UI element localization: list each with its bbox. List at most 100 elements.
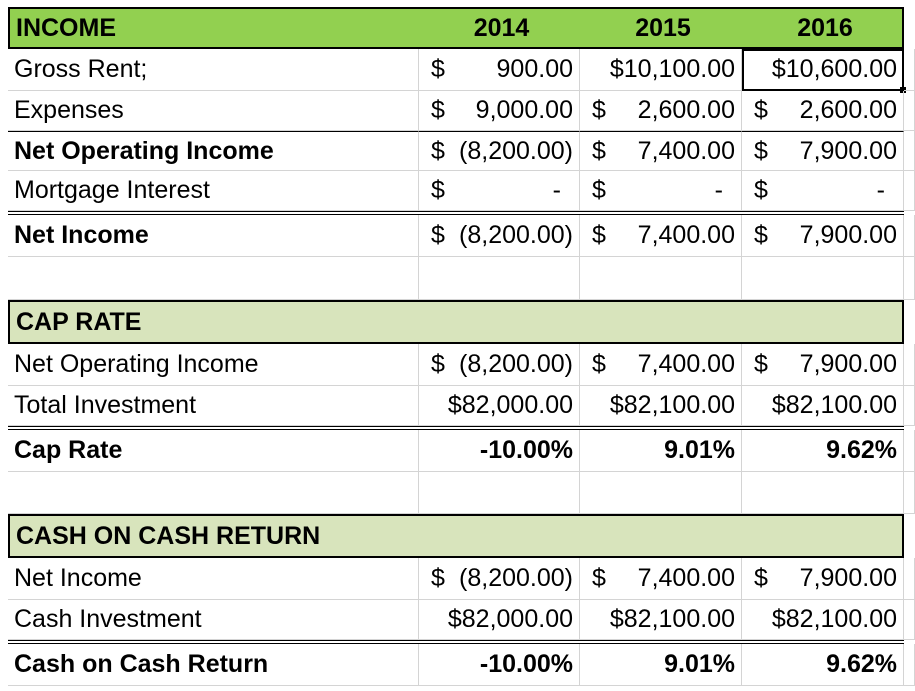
currency-symbol: $ [754, 176, 768, 204]
value-cell-2015[interactable]: $ 7,400.00 [580, 558, 742, 600]
value-cell-2016-selected[interactable]: $10,600.00 [742, 49, 906, 93]
currency-symbol: $ [592, 176, 606, 204]
value-cell-2015[interactable]: $82,100.00 [580, 600, 742, 640]
fill-handle[interactable] [900, 87, 906, 93]
value-cell-2014[interactable]: $ (8,200.00) [419, 558, 580, 600]
empty-cell[interactable] [419, 257, 580, 300]
amount: 2,600.00 [637, 96, 735, 124]
label-cell[interactable]: Total Investment [8, 386, 419, 426]
empty-cell[interactable] [904, 49, 915, 91]
currency-symbol: $ [431, 136, 445, 165]
amount: 7,400.00 [637, 136, 735, 165]
label-cell[interactable]: Net Income [8, 215, 419, 257]
currency-symbol: $ [431, 176, 445, 204]
amount: 7,900.00 [799, 136, 897, 165]
empty-cell[interactable] [8, 472, 419, 514]
empty-cell[interactable] [904, 215, 915, 257]
value-cell-2014[interactable]: $ (8,200.00) [419, 131, 580, 171]
amount: $82,000.00 [447, 391, 573, 419]
value-cell-2014[interactable]: $82,000.00 [419, 386, 580, 426]
empty-cell[interactable] [904, 171, 915, 211]
empty-cell[interactable] [580, 472, 742, 514]
label-cell[interactable]: Mortgage Interest [8, 171, 419, 211]
empty-cell[interactable] [742, 257, 904, 300]
value-cell-2015[interactable]: $ - [580, 171, 742, 211]
value-cell-2016[interactable]: 9.62% [742, 644, 904, 686]
label-cell[interactable]: Net Operating Income [8, 131, 419, 171]
empty-cell[interactable] [742, 472, 904, 514]
value-cell-2014[interactable]: $ 900.00 [419, 49, 580, 91]
currency-symbol: $ [431, 221, 445, 249]
empty-cell[interactable] [904, 644, 915, 686]
cash-on-cash-header[interactable]: CASH ON CASH RETURN [8, 514, 904, 558]
value-cell-2016[interactable]: $ 7,900.00 [742, 558, 904, 600]
amount: $82,100.00 [609, 391, 735, 419]
row-cash-on-cash-return: Cash on Cash Return -10.00% 9.01% 9.62% [0, 644, 915, 686]
value-cell-2015[interactable]: $ 7,400.00 [580, 131, 742, 171]
value-cell-2014[interactable]: $ (8,200.00) [419, 344, 580, 386]
row-empty [0, 257, 915, 300]
label-cell[interactable]: Gross Rent; [8, 49, 419, 91]
amount: $82,100.00 [771, 391, 897, 419]
value-cell-2016[interactable]: $ 7,900.00 [742, 131, 904, 171]
value-cell-2016[interactable]: $82,100.00 [742, 600, 904, 640]
currency-symbol: $ [431, 55, 445, 83]
empty-cell[interactable] [904, 600, 915, 640]
empty-cell[interactable] [904, 344, 915, 386]
empty-cell[interactable] [904, 558, 915, 600]
amount: (8,200.00) [459, 350, 573, 378]
amount: - [714, 176, 723, 204]
empty-cell[interactable] [419, 472, 580, 514]
value-cell-2014[interactable]: $82,000.00 [419, 600, 580, 640]
value-cell-2015[interactable]: $82,100.00 [580, 386, 742, 426]
value-cell-2014[interactable]: -10.00% [419, 430, 580, 472]
value-cell-2014[interactable]: $ (8,200.00) [419, 215, 580, 257]
value-cell-2015[interactable]: 9.01% [580, 430, 742, 472]
value-cell-2015[interactable]: $ 2,600.00 [580, 91, 742, 131]
cap-rate-header[interactable]: CAP RATE [8, 300, 904, 344]
cap-rate-title: CAP RATE [16, 307, 142, 336]
amount: (8,200.00) [459, 564, 573, 592]
value-cell-2015[interactable]: 9.01% [580, 644, 742, 686]
value-cell-2014[interactable]: $ 9,000.00 [419, 91, 580, 131]
empty-cell[interactable] [904, 472, 915, 514]
value-cell-2014[interactable]: $ - [419, 171, 580, 211]
empty-cell[interactable] [904, 91, 915, 131]
row-gross-rent: Gross Rent; $ 900.00 $10,100.00 $10,600.… [0, 49, 915, 93]
value-cell-2015[interactable]: $ 7,400.00 [580, 344, 742, 386]
value-cell-2014[interactable]: -10.00% [419, 644, 580, 686]
income-header[interactable]: INCOME 2014 2015 2016 [8, 7, 904, 49]
empty-cell[interactable] [580, 257, 742, 300]
value-cell-2015[interactable]: $ 7,400.00 [580, 215, 742, 257]
income-title: INCOME [16, 13, 116, 42]
label-cell[interactable]: Net Income [8, 558, 419, 600]
row-expenses: Expenses $ 9,000.00 $ 2,600.00 $ 2,600.0… [0, 91, 915, 131]
currency-symbol: $ [754, 221, 768, 249]
value-cell-2016[interactable]: 9.62% [742, 430, 904, 472]
label-cell[interactable]: Expenses [8, 91, 419, 131]
value-cell-2016[interactable]: $ - [742, 171, 904, 211]
currency-symbol: $ [592, 564, 606, 592]
row-net-income: Net Income $ (8,200.00) $ 7,400.00 $ 7,9… [0, 215, 915, 257]
label-cell[interactable]: Cash Investment [8, 600, 419, 640]
value-cell-2016[interactable]: $82,100.00 [742, 386, 904, 426]
empty-cell[interactable] [904, 430, 915, 472]
value-cell-2016[interactable]: $ 7,900.00 [742, 215, 904, 257]
value-cell-2015[interactable]: $10,100.00 [580, 49, 742, 91]
row-total-investment: Total Investment $82,000.00 $82,100.00 $… [0, 386, 915, 430]
value-cell-2016[interactable]: $ 2,600.00 [742, 91, 904, 131]
empty-cell[interactable] [904, 257, 915, 300]
label-cell[interactable]: Net Operating Income [8, 344, 419, 386]
cash-on-cash-title: CASH ON CASH RETURN [16, 521, 321, 550]
empty-cell[interactable] [904, 131, 915, 171]
amount: 7,400.00 [637, 564, 735, 592]
label-cell[interactable]: Cash on Cash Return [8, 644, 419, 686]
label-cell[interactable]: Cap Rate [8, 430, 419, 472]
currency-symbol: $ [431, 350, 445, 378]
value-cell-2016[interactable]: $ 7,900.00 [742, 344, 904, 386]
empty-cell[interactable] [8, 257, 419, 300]
amount: 7,900.00 [799, 221, 897, 249]
row-net-operating-income: Net Operating Income $ (8,200.00) $ 7,40… [0, 131, 915, 171]
empty-cell[interactable] [904, 386, 915, 426]
